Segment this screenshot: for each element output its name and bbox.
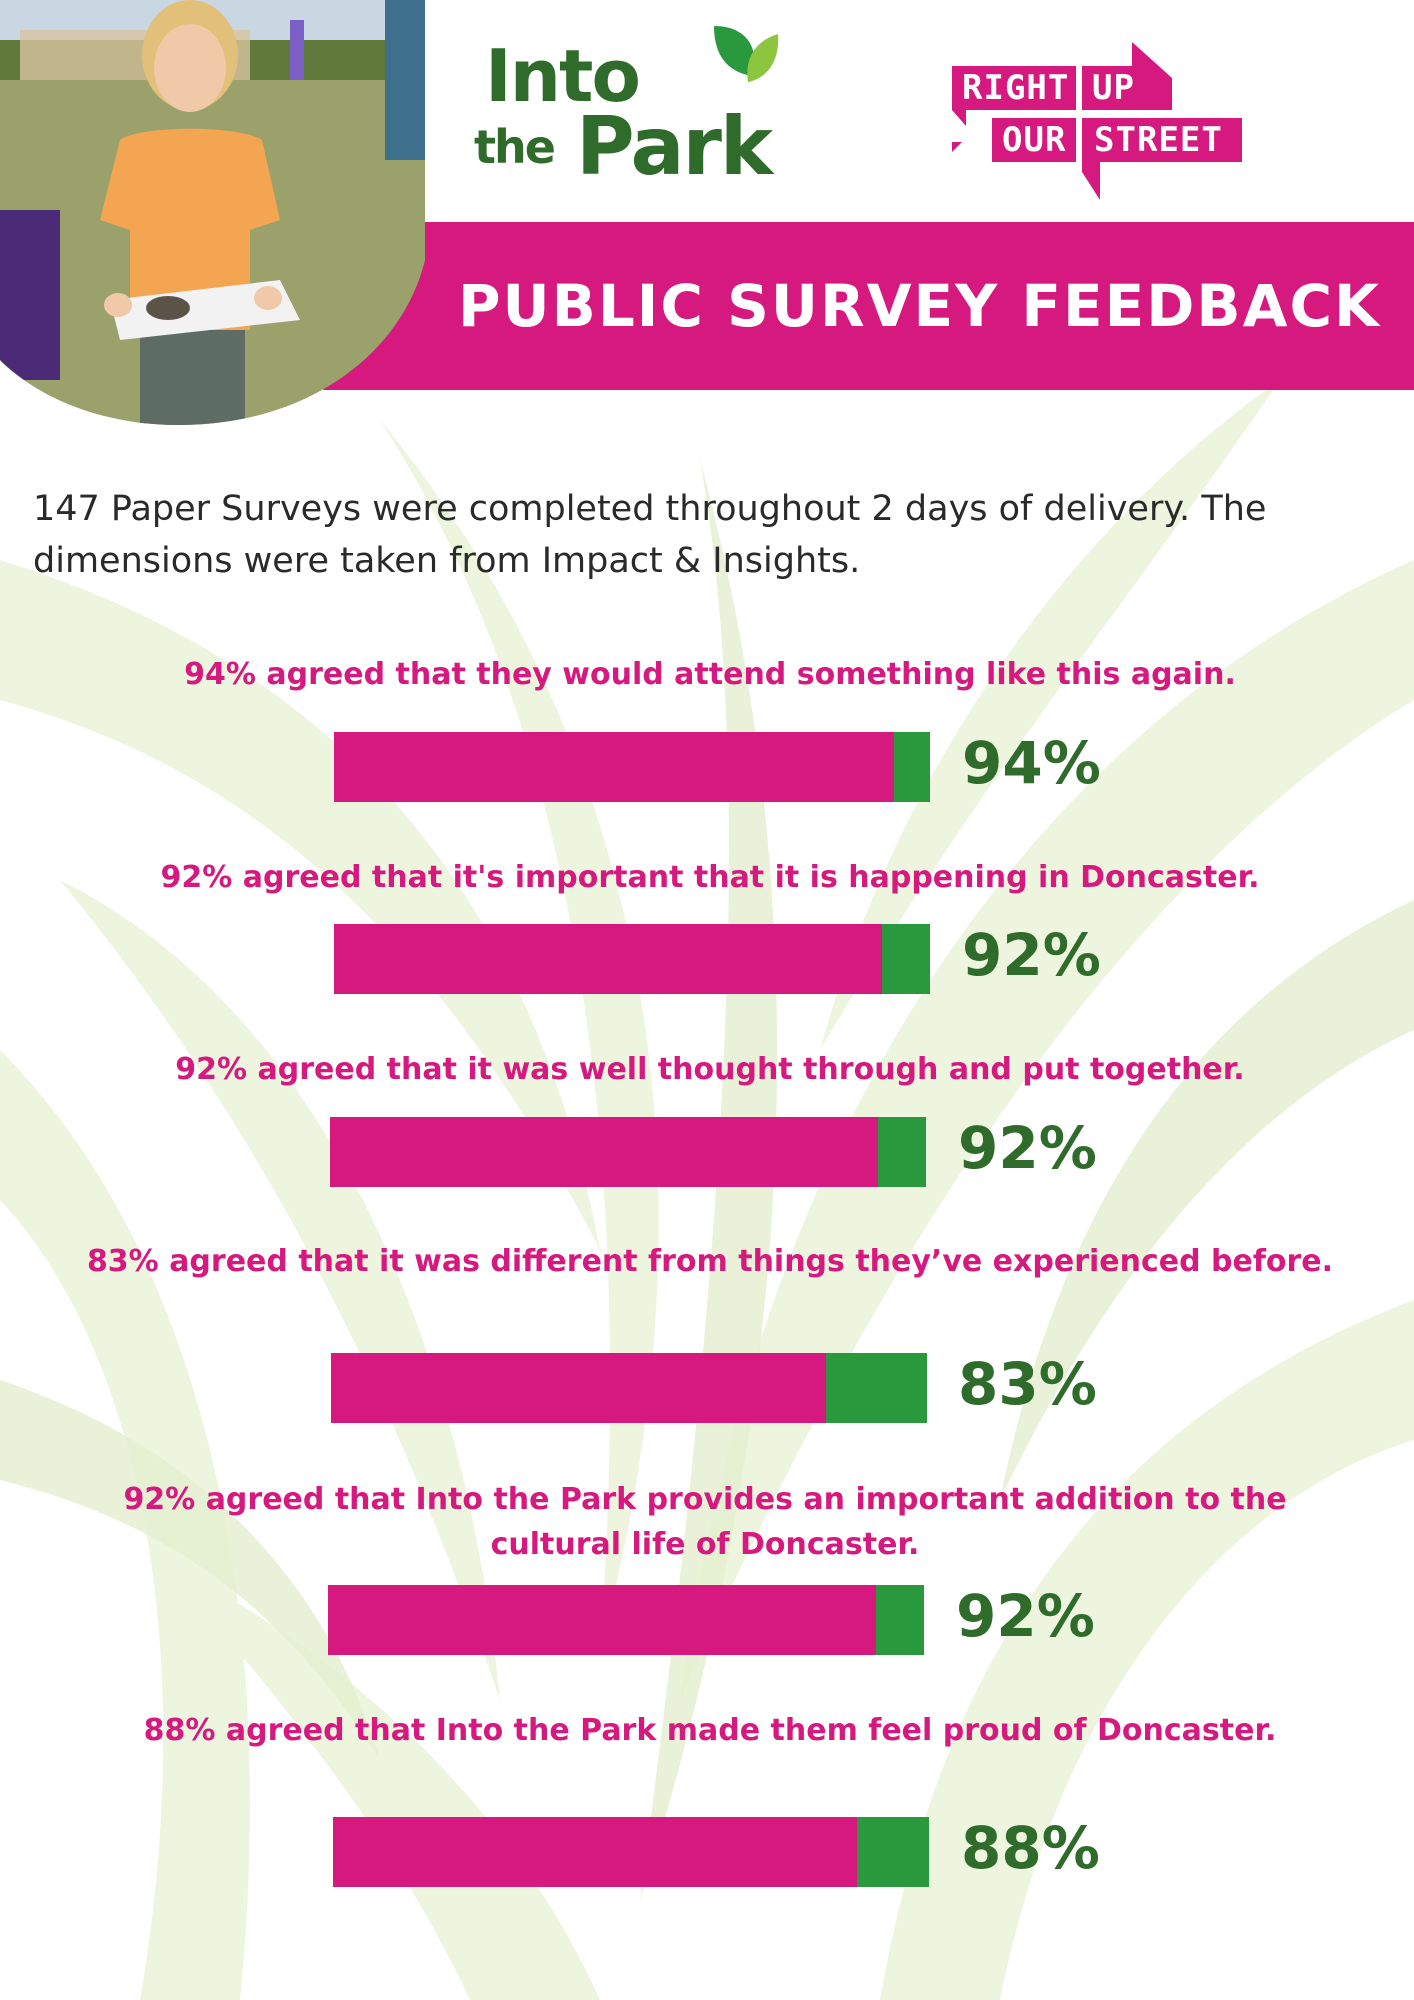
percentage-label: 83% bbox=[958, 1350, 1097, 1418]
title-band bbox=[323, 222, 1414, 390]
percentage-label: 88% bbox=[961, 1814, 1100, 1882]
logo-word-street: STREET bbox=[1094, 120, 1223, 160]
bar-agree bbox=[330, 1117, 879, 1187]
bar-remainder bbox=[825, 1353, 927, 1423]
bar-agree bbox=[334, 732, 895, 802]
logo-word-our: OUR bbox=[1002, 120, 1067, 160]
percentage-label: 92% bbox=[962, 921, 1101, 989]
bar-track bbox=[334, 924, 930, 994]
logo-word-into: Into bbox=[485, 34, 641, 118]
into-the-park-logo: Into the Park bbox=[470, 20, 800, 193]
logo-word-right: RIGHT bbox=[962, 68, 1070, 108]
logo-word-up: UP bbox=[1092, 68, 1135, 108]
bar-agree bbox=[331, 1353, 826, 1423]
logo-word-park: Park bbox=[576, 100, 773, 193]
question-label: 92% agreed that it's important that it i… bbox=[160, 860, 1260, 895]
bar-remainder bbox=[876, 1585, 924, 1655]
bar-agree bbox=[333, 1817, 858, 1887]
bar-track bbox=[330, 1117, 926, 1187]
bar-track bbox=[328, 1585, 924, 1655]
photo-girl-with-clay bbox=[0, 0, 425, 425]
leaf-icon bbox=[714, 26, 779, 82]
percentage-label: 94% bbox=[962, 729, 1101, 797]
question-label: 92% agreed that it was well thought thro… bbox=[175, 1052, 1245, 1087]
question-label: 88% agreed that Into the Park made them … bbox=[143, 1713, 1277, 1748]
question-label: 83% agreed that it was different from th… bbox=[86, 1244, 1334, 1279]
bar-remainder bbox=[894, 732, 930, 802]
bar-remainder bbox=[857, 1817, 929, 1887]
rous-logo-shape bbox=[952, 42, 1242, 200]
bar-remainder bbox=[878, 1117, 926, 1187]
right-up-our-street-logo: RIGHT UP OUR STREET bbox=[950, 42, 1250, 202]
percentage-label: 92% bbox=[956, 1582, 1095, 1650]
question-label: 94% agreed that they would attend someth… bbox=[184, 657, 1236, 692]
bar-track bbox=[334, 732, 930, 802]
percentage-label: 92% bbox=[958, 1114, 1097, 1182]
bar-agree bbox=[328, 1585, 877, 1655]
logo-word-the: the bbox=[474, 120, 556, 174]
intro-text: 147 Paper Surveys were completed through… bbox=[33, 489, 1267, 581]
bar-remainder bbox=[882, 924, 930, 994]
page-title: PUBLIC SURVEY FEEDBACK bbox=[458, 272, 1381, 340]
question-label: 92% agreed that Into the Park provides a… bbox=[123, 1482, 1287, 1562]
bar-agree bbox=[334, 924, 883, 994]
bar-track bbox=[331, 1353, 927, 1423]
bar-track bbox=[333, 1817, 929, 1887]
